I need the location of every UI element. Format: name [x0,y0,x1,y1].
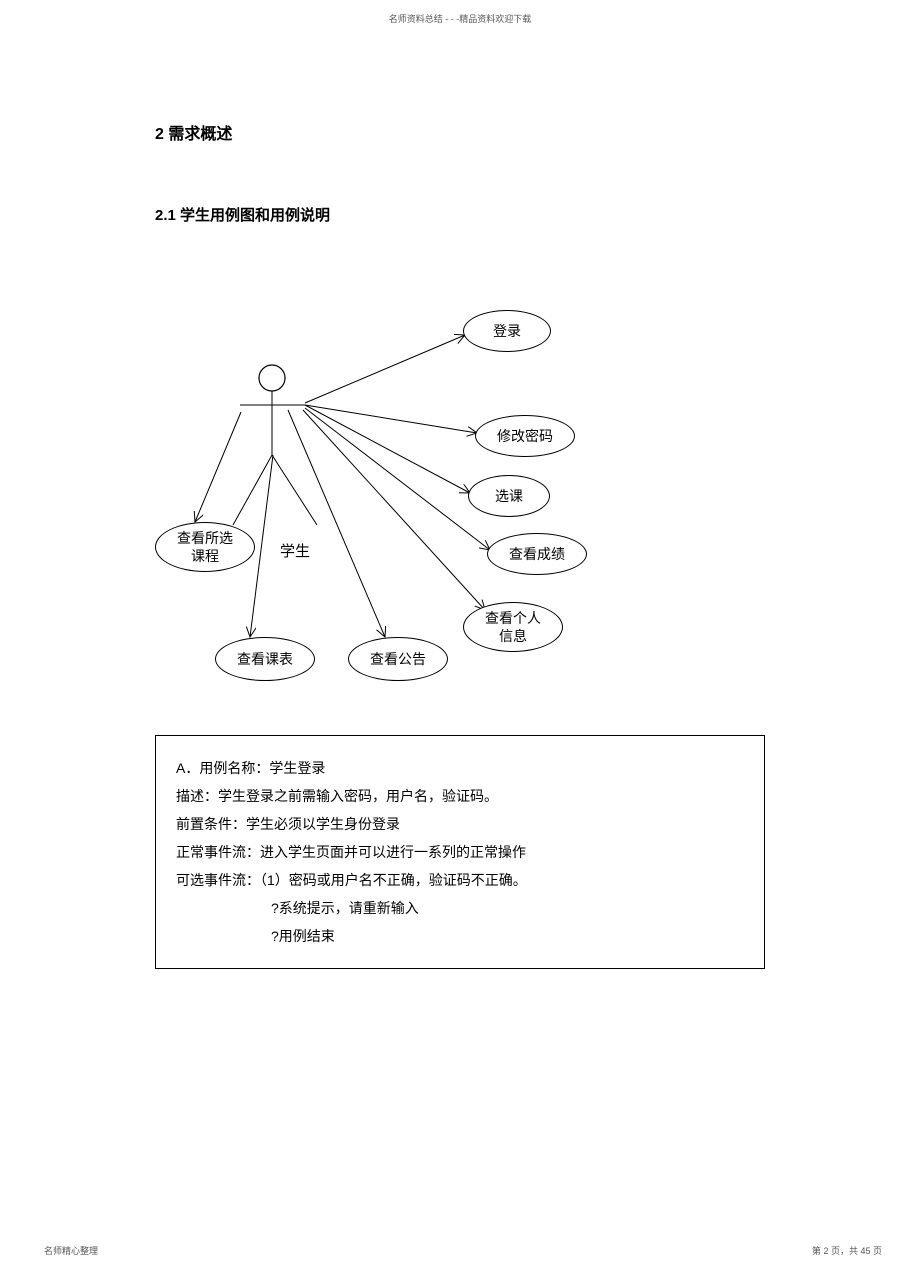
use-case-line: 描述：学生登录之前需输入密码，用户名，验证码。 [176,782,744,810]
use-case-line: 可选事件流：（1）密码或用户名不正确，验证码不正确。 [176,866,744,894]
use-case-select-course: 选课 [468,475,550,517]
use-case-line: 正常事件流：进入学生页面并可以进行一系列的正常操作 [176,838,744,866]
footer-right: 第 2 页，共 45 页 [812,1244,882,1257]
use-case-description-box: A．用例名称：学生登录描述：学生登录之前需输入密码，用户名，验证码。前置条件：学… [155,735,765,969]
use-case-view-grade: 查看成绩 [487,533,587,575]
use-case-diagram: 登录修改密码选课查看成绩查看个人信息查看公告查看课表 查看所选课程 学生 [155,275,765,715]
use-case-view-notice: 查看公告 [348,637,448,681]
use-case-line-indented: ?系统提示，请重新输入 [176,894,744,922]
main-content: 2 需求概述 2.1 学生用例图和用例说明 登录修改密码选课查看成绩查看个人信息… [155,120,765,969]
actor-label: 学生 [280,540,310,561]
section-heading-1: 2 需求概述 [155,120,765,144]
header-left: 名师资料总结 - - - [389,14,460,24]
page-header: 名师资料总结 - - -精品资料欢迎下载 [389,12,532,25]
use-case-line-indented: ?用例结束 [176,922,744,950]
use-case-login: 登录 [463,310,551,352]
header-right: 精品资料欢迎下载 [459,14,531,24]
use-case-line: A．用例名称：学生登录 [176,754,744,782]
use-case-view-schedule: 查看课表 [215,637,315,681]
use-case-view-personal: 查看个人信息 [463,602,563,652]
section-heading-2: 2.1 学生用例图和用例说明 [155,204,765,225]
use-case-view-selected: 查看所选课程 [155,522,255,572]
use-case-line: 前置条件：学生必须以学生身份登录 [176,810,744,838]
use-case-change-pw: 修改密码 [475,415,575,457]
footer-left: 名师精心整理 [44,1244,98,1257]
